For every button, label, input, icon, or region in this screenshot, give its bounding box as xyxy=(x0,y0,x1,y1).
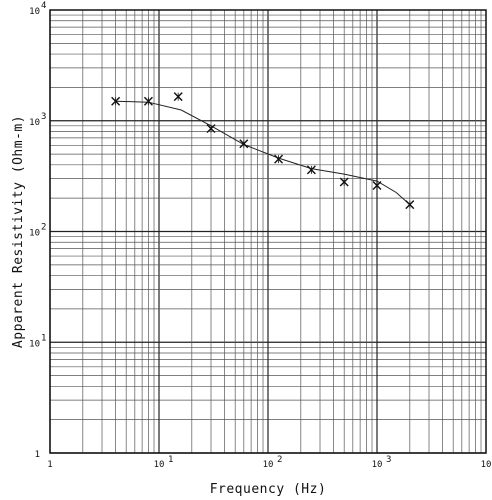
x-tick-label: 10 xyxy=(263,460,274,470)
y-tick-exponent: 4 xyxy=(41,1,46,11)
y-tick-label: 10 xyxy=(29,339,40,349)
data-point xyxy=(111,96,121,106)
data-point xyxy=(173,92,183,102)
tick-labels: 11011021031041101102103104 xyxy=(29,1,492,470)
y-tick-exponent: 3 xyxy=(41,112,46,122)
y-tick-exponent: 1 xyxy=(41,333,46,343)
x-tick-exponent: 1 xyxy=(168,455,173,465)
x-tick-label: 10 xyxy=(154,460,165,470)
data-point xyxy=(339,177,349,187)
grid xyxy=(49,10,486,454)
data-point xyxy=(372,181,382,191)
plot-frame xyxy=(49,9,487,454)
y-tick-label: 1 xyxy=(35,450,40,460)
data-point xyxy=(274,154,284,164)
x-axis-label: Frequency (Hz) xyxy=(210,482,327,497)
x-tick-label: 10 xyxy=(372,460,383,470)
data-point xyxy=(239,139,249,149)
x-tick-label: 10 xyxy=(481,460,492,470)
y-axis-label: Apparent Resistivity (Ohm-m) xyxy=(11,115,26,348)
data-point xyxy=(405,200,415,210)
x-tick-exponent: 2 xyxy=(277,455,282,465)
y-tick-label: 10 xyxy=(29,7,40,17)
x-tick-label: 1 xyxy=(47,460,52,470)
data-point xyxy=(306,165,316,175)
data-markers xyxy=(111,92,415,210)
y-tick-label: 10 xyxy=(29,229,40,239)
data-point xyxy=(206,124,216,134)
x-tick-exponent: 3 xyxy=(386,455,391,465)
y-tick-exponent: 2 xyxy=(41,223,46,233)
data-point xyxy=(143,96,153,106)
y-tick-label: 10 xyxy=(29,118,40,128)
